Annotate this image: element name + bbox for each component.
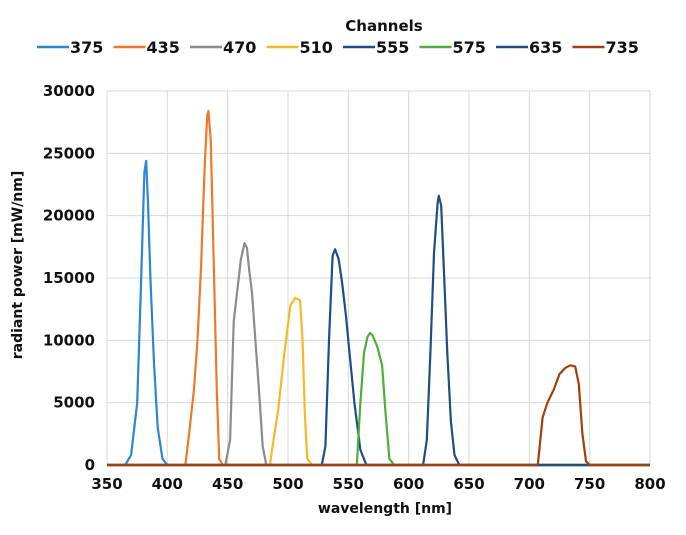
x-tick-label: 500: [272, 475, 303, 493]
y-axis-ticks: 0 5000 10000 15000 20000 25000 30000: [43, 82, 95, 474]
legend-label-555: 555: [376, 38, 409, 57]
x-tick-label: 450: [212, 475, 243, 493]
y-tick-label: 15000: [43, 269, 95, 287]
legend-label-735: 735: [606, 38, 639, 57]
x-axis-label: wavelength [nm]: [318, 501, 452, 517]
series-line-470: [107, 242, 650, 467]
series-line-735: [107, 364, 650, 467]
x-tick-label: 750: [574, 475, 605, 493]
y-tick-label: 30000: [43, 82, 95, 100]
x-tick-label: 650: [453, 475, 484, 493]
x-tick-label: 700: [514, 475, 545, 493]
legend-label-375: 375: [70, 38, 103, 57]
series-group: [107, 109, 650, 467]
series-line-435: [107, 109, 650, 467]
y-tick-label: 10000: [43, 331, 95, 349]
legend-label-575: 575: [453, 38, 486, 57]
legend: 375 435 470 510 555 575 635 735: [37, 38, 639, 57]
legend-label-435: 435: [147, 38, 180, 57]
x-tick-label: 400: [152, 475, 183, 493]
legend-label-635: 635: [529, 38, 562, 57]
y-tick-label: 20000: [43, 207, 95, 225]
x-tick-label: 600: [393, 475, 424, 493]
x-tick-label: 550: [333, 475, 364, 493]
legend-label-510: 510: [300, 38, 333, 57]
legend-title: Channels: [345, 17, 422, 35]
grid: [106, 90, 651, 466]
x-axis-ticks: 350 400 450 500 550 600 650 700 750 800: [91, 475, 665, 493]
x-tick-label: 350: [91, 475, 122, 493]
y-tick-label: 0: [85, 456, 95, 474]
x-tick-label: 800: [634, 475, 665, 493]
series-line-555: [107, 248, 650, 467]
series-line-510: [107, 296, 650, 467]
y-tick-label: 25000: [43, 144, 95, 162]
series-line-635: [107, 194, 650, 467]
series-line-375: [107, 159, 650, 467]
y-axis-label: radiant power [mW/nm]: [10, 171, 26, 360]
legend-label-470: 470: [223, 38, 256, 57]
series-line-575: [107, 331, 650, 467]
y-tick-label: 5000: [53, 394, 95, 412]
